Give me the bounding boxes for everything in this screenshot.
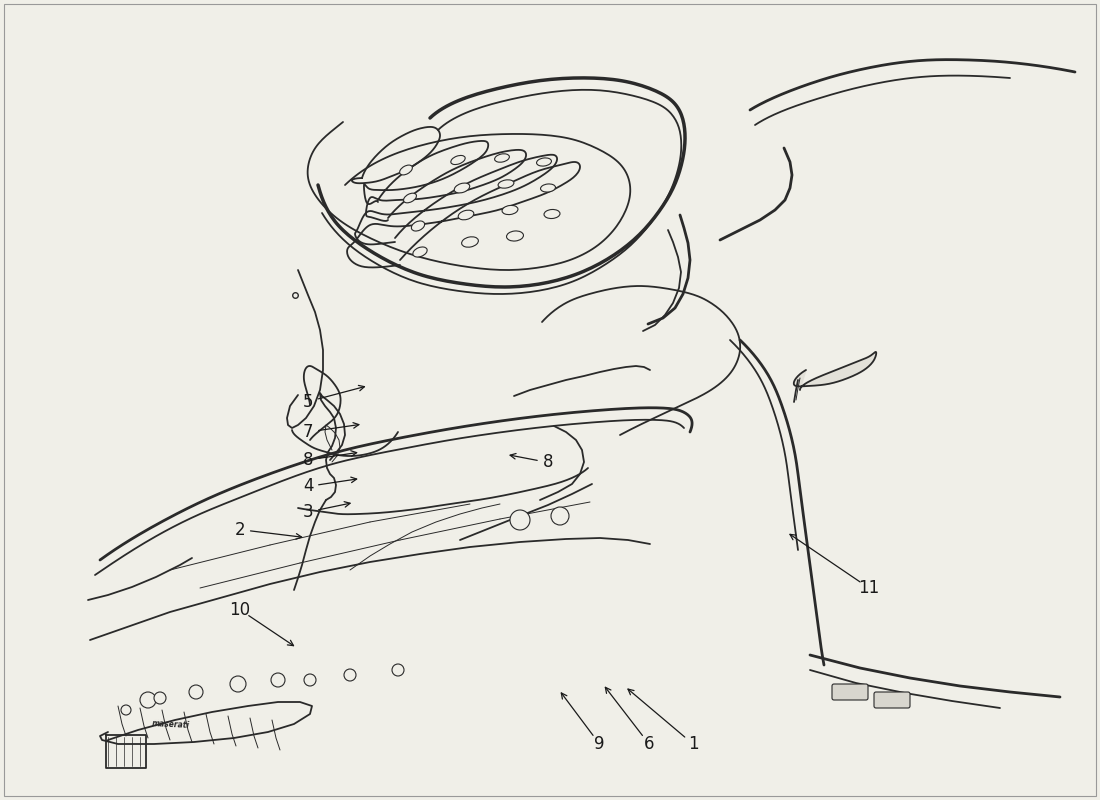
Ellipse shape (502, 206, 518, 214)
Text: 8: 8 (542, 454, 553, 471)
Circle shape (140, 692, 156, 708)
Ellipse shape (459, 210, 474, 220)
Circle shape (510, 510, 530, 530)
Text: maserati: maserati (152, 719, 190, 730)
Circle shape (304, 674, 316, 686)
Ellipse shape (506, 231, 524, 241)
Text: 5: 5 (302, 393, 313, 410)
Circle shape (271, 673, 285, 687)
Ellipse shape (454, 183, 470, 193)
Ellipse shape (412, 247, 427, 257)
Ellipse shape (451, 155, 465, 165)
Circle shape (392, 664, 404, 676)
FancyBboxPatch shape (832, 684, 868, 700)
Ellipse shape (404, 193, 417, 203)
Ellipse shape (544, 210, 560, 218)
Text: 8: 8 (302, 451, 313, 469)
Circle shape (189, 685, 204, 699)
Text: 3: 3 (302, 503, 313, 521)
Circle shape (121, 705, 131, 715)
Ellipse shape (399, 165, 412, 175)
Text: 6: 6 (644, 735, 654, 753)
Text: 2: 2 (234, 521, 245, 538)
Ellipse shape (411, 221, 425, 231)
Text: 7: 7 (302, 423, 313, 441)
Circle shape (551, 507, 569, 525)
Ellipse shape (540, 184, 556, 192)
Text: 10: 10 (229, 601, 251, 618)
Circle shape (154, 692, 166, 704)
Circle shape (230, 676, 246, 692)
Ellipse shape (462, 237, 478, 247)
Polygon shape (794, 352, 877, 390)
Text: 11: 11 (858, 579, 880, 597)
Text: 4: 4 (302, 478, 313, 495)
FancyBboxPatch shape (874, 692, 910, 708)
Text: 9: 9 (594, 735, 605, 753)
Ellipse shape (537, 158, 551, 166)
Ellipse shape (495, 154, 509, 162)
Ellipse shape (498, 180, 514, 188)
Circle shape (344, 669, 356, 681)
Text: 1: 1 (688, 735, 698, 753)
